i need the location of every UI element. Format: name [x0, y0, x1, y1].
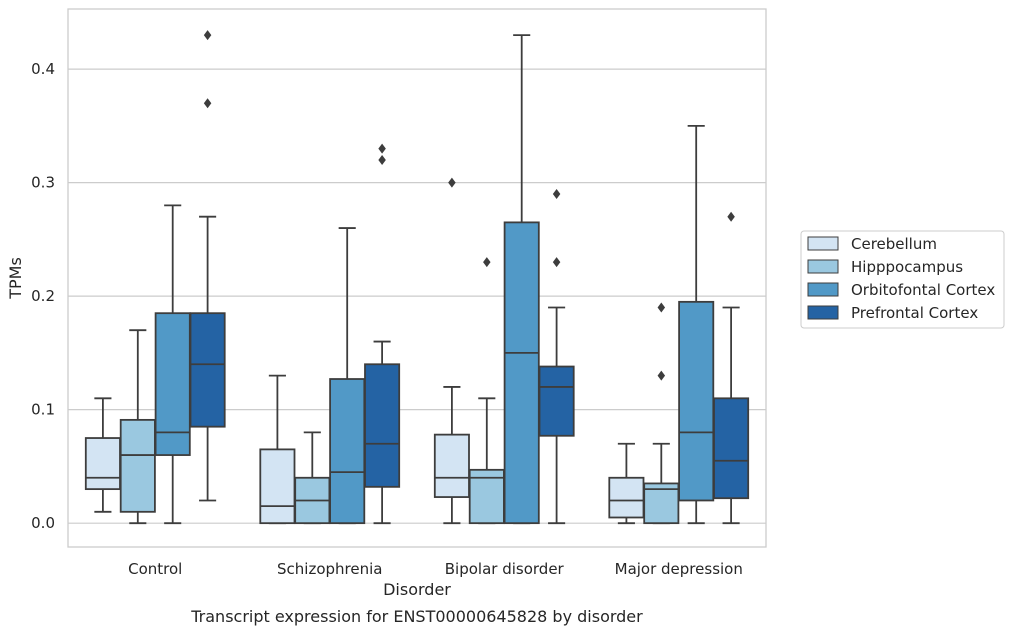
- box-group: [364, 143, 401, 525]
- box-body: [189, 312, 226, 428]
- y-axis-label: TPMs: [6, 257, 25, 300]
- legend-label: Hipppocampus: [851, 258, 963, 276]
- outlier-point: [727, 211, 735, 222]
- outlier-point: [203, 30, 212, 41]
- outlier-point: [448, 177, 456, 188]
- x-tick-label: Schizophrenia: [277, 560, 382, 578]
- x-axis-label: Disorder: [383, 580, 451, 599]
- outlier-point: [378, 154, 386, 165]
- y-tick-label: 0.0: [31, 514, 55, 532]
- outlier-point: [657, 302, 666, 313]
- box-group: [119, 329, 156, 525]
- box-group: [713, 211, 750, 525]
- legend-swatch: [807, 236, 839, 251]
- box-body: [84, 437, 121, 491]
- legend-swatch: [807, 259, 839, 274]
- outlier-point: [552, 257, 561, 268]
- outlier-point: [552, 189, 561, 200]
- outlier-point: [657, 370, 666, 381]
- x-tick-labels: Control Schizophrenia Bipolar disorder Majo…: [128, 560, 743, 578]
- legend-label: Orbitofontal Cortex: [851, 281, 995, 299]
- outlier-point: [483, 257, 491, 268]
- box-group: [259, 374, 296, 525]
- legend-label: Cerebellum: [851, 235, 937, 253]
- box-group: [608, 442, 645, 525]
- box-body: [713, 397, 750, 500]
- box-body: [503, 221, 540, 525]
- box-body: [364, 363, 401, 488]
- legend: Cerebellum Hipppocampus Orbitofontal Corte…: [800, 230, 1005, 329]
- box-body: [329, 378, 366, 525]
- box-group: [643, 302, 680, 525]
- box-body: [154, 312, 191, 456]
- outlier-point: [203, 98, 212, 109]
- box-body: [538, 365, 575, 437]
- y-tick-labels: 0.0 0.1 0.2 0.3 0.4: [31, 60, 55, 532]
- box-body: [433, 433, 470, 498]
- box-group: [154, 204, 191, 525]
- outlier-point: [378, 143, 386, 154]
- box-group: [538, 189, 575, 525]
- box-group: [433, 177, 470, 525]
- x-tick-label: Bipolar disorder: [445, 560, 565, 578]
- legend-label: Prefrontal Cortex: [851, 304, 978, 322]
- box-body: [643, 482, 680, 525]
- box-body: [608, 476, 645, 519]
- x-tick-label: Control: [128, 560, 182, 578]
- box-body: [678, 300, 715, 502]
- figure-caption: Transcript expression for ENST0000064582…: [190, 607, 643, 626]
- y-tick-label: 0.4: [31, 60, 55, 78]
- y-tick-label: 0.2: [31, 287, 55, 305]
- y-tick-label: 0.1: [31, 401, 55, 419]
- box-body: [259, 448, 296, 525]
- legend-frame: [800, 230, 1005, 329]
- y-tick-label: 0.3: [31, 174, 55, 192]
- box-group: [189, 30, 226, 502]
- box-marks: [84, 30, 750, 525]
- x-tick-label: Major depression: [615, 560, 743, 578]
- box-group: [84, 397, 121, 513]
- plot-area-frame: [67, 8, 767, 548]
- box-group: [503, 34, 540, 525]
- box-body: [119, 418, 156, 513]
- legend-swatch: [807, 305, 839, 320]
- legend-swatch: [807, 282, 839, 297]
